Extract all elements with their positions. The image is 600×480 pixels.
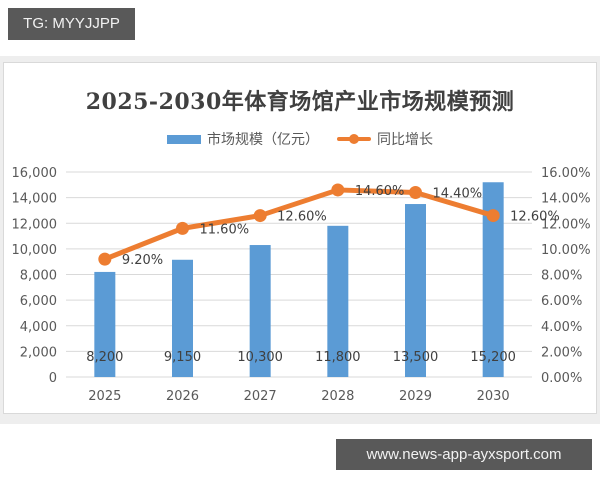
bar-value-label: 11,800: [315, 350, 361, 365]
chart-legend: 市场规模（亿元） 同比增长: [0, 129, 600, 149]
bar-2030: [482, 182, 504, 377]
right-axis-tick-label: 6.00%: [541, 294, 582, 309]
legend-label-market-size: 市场规模（亿元）: [207, 131, 319, 147]
growth-value-label: 9.20%: [122, 253, 163, 268]
growth-marker-2030: [486, 209, 500, 223]
bar-2029: [405, 204, 426, 377]
line-series: [98, 183, 500, 266]
growth-marker-2029: [409, 186, 422, 199]
x-axis-tick-label: 2025: [88, 389, 121, 404]
top-watermark-tag: TG: MYYJJPP: [8, 8, 135, 40]
right-axis: 0.00% 2.00% 4.00% 6.00% 8.00% 10.00% 12.00% 14.…: [541, 166, 591, 386]
legend-item-market-size: 市场规模（亿元）: [167, 129, 319, 149]
bar-2028: [327, 225, 349, 377]
bar-2025: [94, 271, 116, 377]
gridlines: [66, 171, 532, 378]
x-axis-tick-label: 2026: [166, 389, 199, 404]
left-axis-tick-label: 16,000: [12, 166, 58, 181]
bar-value-label: 13,500: [393, 350, 439, 365]
right-axis-tick-label: 4.00%: [541, 320, 582, 335]
line-data-labels: 9.20% 11.60% 12.60% 14.60% 14.40% 12.60%: [122, 184, 560, 268]
right-axis-tick-label: 8.00%: [541, 269, 582, 284]
left-axis-tick-label: 12,000: [12, 217, 58, 232]
growth-line: [102, 187, 496, 262]
x-axis-tick-label: 2028: [321, 389, 354, 404]
bar-value-label: 10,300: [237, 350, 283, 365]
x-axis-tick-label: 2030: [477, 389, 510, 404]
line-marker-swatch-icon: [337, 133, 371, 145]
right-axis-tick-label: 16.00%: [541, 166, 591, 181]
x-axis-tick-label: 2027: [244, 389, 277, 404]
bar-value-label: 15,200: [470, 350, 516, 365]
left-axis-tick-label: 6,000: [20, 294, 57, 309]
legend-label-growth: 同比增长: [377, 131, 433, 147]
x-axis: 2025 2026 2027 2028 2029 2030: [88, 389, 509, 404]
left-axis-tick-label: 8,000: [20, 269, 57, 284]
bar-data-labels: 8,200 9,150 10,300 11,800 13,500 15,200: [86, 350, 516, 365]
bottom-url-tag: www.news-app-ayxsport.com: [336, 439, 592, 470]
bar-value-label: 8,200: [86, 350, 123, 365]
right-axis-tick-label: 2.00%: [541, 345, 582, 360]
right-axis-tick-label: 14.00%: [541, 192, 591, 207]
left-axis-tick-label: 2,000: [20, 345, 57, 360]
bar-series: [94, 182, 504, 377]
growth-marker-2026: [176, 221, 189, 235]
chart-title: 2025-2030年体育场馆产业市场规模预测: [85, 89, 515, 115]
growth-value-label: 14.40%: [433, 187, 483, 202]
left-axis-tick-label: 14,000: [12, 192, 58, 207]
bar-value-label: 9,150: [164, 350, 201, 365]
left-axis-tick-label: 4,000: [20, 320, 57, 335]
growth-value-label: 12.60%: [277, 210, 327, 225]
growth-marker-2027: [253, 209, 267, 223]
legend-item-growth: 同比增长: [337, 129, 433, 149]
x-axis-tick-label: 2029: [399, 389, 432, 404]
growth-value-label: 14.60%: [355, 184, 405, 199]
left-axis-tick-label: 0: [49, 371, 57, 386]
left-axis-tick-label: 10,000: [12, 243, 58, 258]
left-axis: 0 2,000 4,000 6,000 8,000 10,000 12,000 14,000 1…: [12, 166, 58, 386]
growth-marker-2025: [98, 252, 112, 266]
growth-value-label: 12.60%: [510, 210, 560, 225]
bar-2026: [172, 259, 193, 377]
bar-swatch-icon: [167, 134, 201, 144]
right-axis-tick-label: 0.00%: [541, 371, 582, 386]
right-axis-tick-label: 10.00%: [541, 243, 591, 258]
growth-marker-2028: [331, 183, 345, 197]
growth-value-label: 11.60%: [200, 222, 250, 237]
right-axis-tick-label: 12.00%: [541, 217, 591, 232]
bar-2027: [249, 245, 271, 377]
